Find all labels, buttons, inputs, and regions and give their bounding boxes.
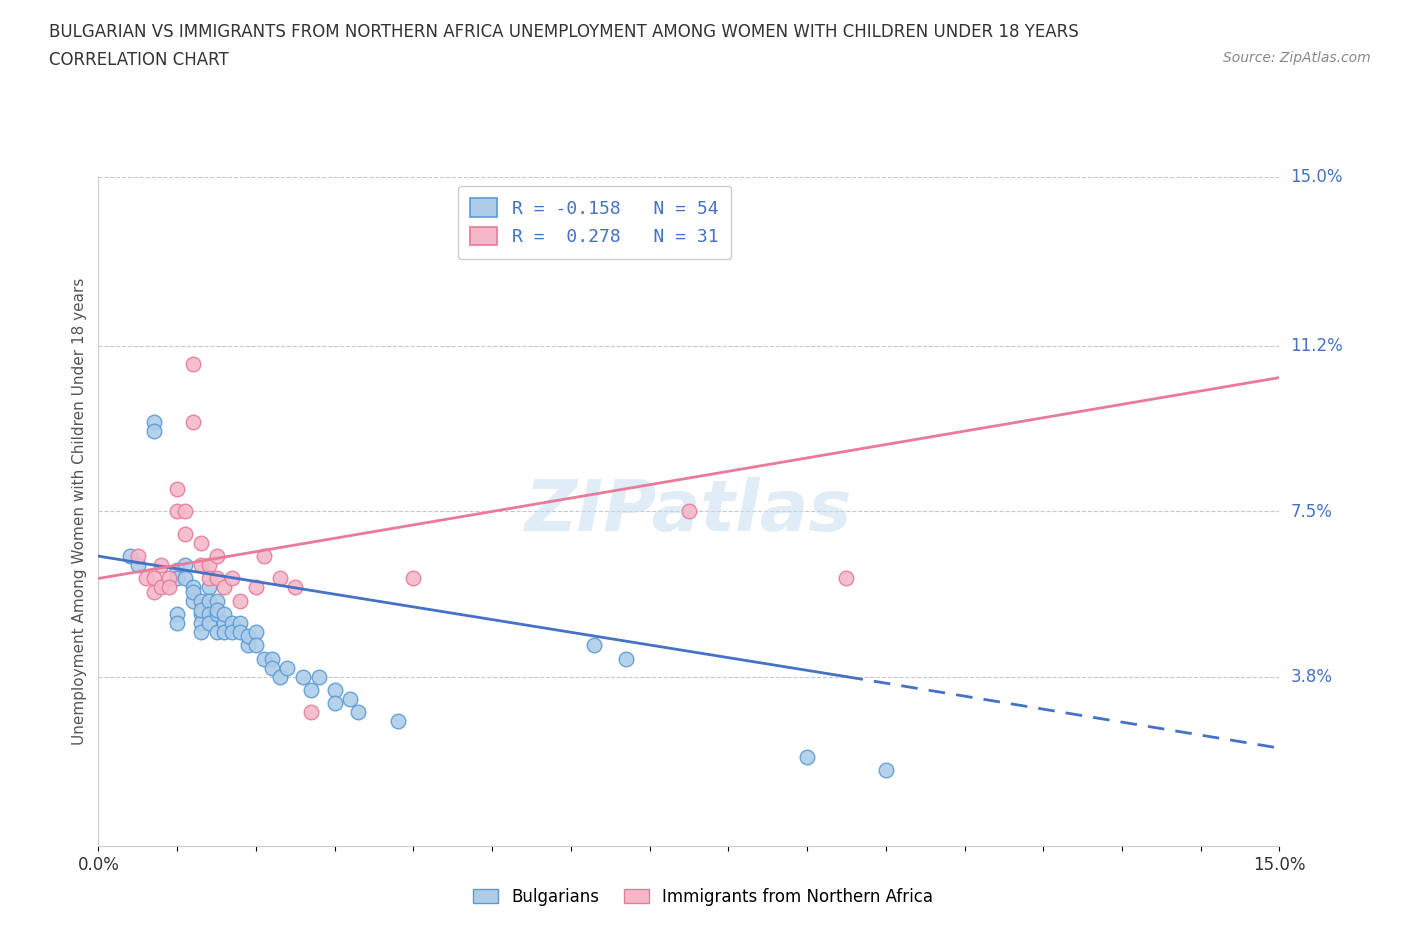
Point bbox=[174, 526, 197, 541]
Point bbox=[221, 616, 243, 631]
Text: BULGARIAN VS IMMIGRANTS FROM NORTHERN AFRICA UNEMPLOYMENT AMONG WOMEN WITH CHILD: BULGARIAN VS IMMIGRANTS FROM NORTHERN AF… bbox=[49, 23, 1078, 41]
Point bbox=[205, 593, 228, 608]
Point bbox=[190, 558, 212, 573]
Point bbox=[150, 580, 173, 595]
Y-axis label: Unemployment Among Women with Children Under 18 years: Unemployment Among Women with Children U… bbox=[72, 278, 87, 745]
Point bbox=[190, 593, 212, 608]
Point bbox=[174, 558, 197, 573]
Legend: R = -0.158   N = 54, R =  0.278   N = 31: R = -0.158 N = 54, R = 0.278 N = 31 bbox=[458, 186, 731, 259]
Point bbox=[190, 536, 212, 551]
Point bbox=[205, 571, 228, 586]
Text: 3.8%: 3.8% bbox=[1291, 668, 1333, 685]
Point bbox=[197, 593, 219, 608]
Point bbox=[269, 670, 291, 684]
Point bbox=[157, 580, 180, 595]
Point bbox=[236, 629, 259, 644]
Point bbox=[142, 571, 165, 586]
Point bbox=[166, 616, 188, 631]
Legend: Bulgarians, Immigrants from Northern Africa: Bulgarians, Immigrants from Northern Afr… bbox=[465, 881, 941, 912]
Text: 15.0%: 15.0% bbox=[1291, 167, 1343, 186]
Point bbox=[166, 571, 188, 586]
Point bbox=[323, 696, 346, 711]
Point bbox=[292, 670, 315, 684]
Point bbox=[190, 603, 212, 618]
Point bbox=[181, 580, 204, 595]
Text: ZIPatlas: ZIPatlas bbox=[526, 477, 852, 546]
Point bbox=[135, 571, 157, 586]
Point bbox=[118, 549, 141, 564]
Point bbox=[796, 750, 818, 764]
Point bbox=[260, 660, 283, 675]
Point bbox=[166, 504, 188, 519]
Point bbox=[197, 580, 219, 595]
Point bbox=[229, 625, 252, 640]
Point bbox=[614, 651, 637, 666]
Point bbox=[157, 571, 180, 586]
Point bbox=[205, 606, 228, 621]
Point bbox=[402, 571, 425, 586]
Point bbox=[236, 638, 259, 653]
Point bbox=[339, 692, 361, 707]
Point bbox=[214, 580, 236, 595]
Point bbox=[181, 357, 204, 372]
Text: CORRELATION CHART: CORRELATION CHART bbox=[49, 51, 229, 69]
Point bbox=[166, 562, 188, 577]
Point bbox=[214, 625, 236, 640]
Point bbox=[205, 625, 228, 640]
Point bbox=[299, 683, 322, 698]
Point bbox=[276, 660, 298, 675]
Point bbox=[583, 638, 606, 653]
Point bbox=[181, 584, 204, 599]
Point bbox=[835, 571, 858, 586]
Point bbox=[308, 670, 330, 684]
Point bbox=[229, 593, 252, 608]
Point bbox=[142, 415, 165, 430]
Point bbox=[299, 705, 322, 720]
Point bbox=[245, 638, 267, 653]
Point bbox=[260, 651, 283, 666]
Point bbox=[253, 549, 276, 564]
Point bbox=[197, 616, 219, 631]
Point bbox=[214, 606, 236, 621]
Point bbox=[229, 616, 252, 631]
Point bbox=[174, 504, 197, 519]
Point bbox=[181, 593, 204, 608]
Point bbox=[181, 415, 204, 430]
Point bbox=[197, 558, 219, 573]
Point bbox=[190, 616, 212, 631]
Point bbox=[190, 606, 212, 621]
Point bbox=[347, 705, 370, 720]
Point bbox=[150, 558, 173, 573]
Text: 11.2%: 11.2% bbox=[1291, 338, 1343, 355]
Text: Source: ZipAtlas.com: Source: ZipAtlas.com bbox=[1223, 51, 1371, 65]
Point bbox=[205, 549, 228, 564]
Point bbox=[245, 625, 267, 640]
Point bbox=[166, 482, 188, 497]
Text: 7.5%: 7.5% bbox=[1291, 502, 1333, 521]
Point bbox=[214, 616, 236, 631]
Point bbox=[127, 549, 149, 564]
Point bbox=[221, 625, 243, 640]
Point bbox=[269, 571, 291, 586]
Point bbox=[387, 714, 409, 729]
Point bbox=[190, 625, 212, 640]
Point bbox=[174, 571, 197, 586]
Point bbox=[197, 606, 219, 621]
Point bbox=[166, 606, 188, 621]
Point bbox=[323, 683, 346, 698]
Point bbox=[142, 424, 165, 439]
Point bbox=[253, 651, 276, 666]
Point bbox=[127, 558, 149, 573]
Point bbox=[678, 504, 700, 519]
Point bbox=[205, 603, 228, 618]
Point bbox=[197, 571, 219, 586]
Point bbox=[284, 580, 307, 595]
Point bbox=[245, 580, 267, 595]
Point bbox=[875, 763, 897, 777]
Point bbox=[221, 571, 243, 586]
Point bbox=[142, 584, 165, 599]
